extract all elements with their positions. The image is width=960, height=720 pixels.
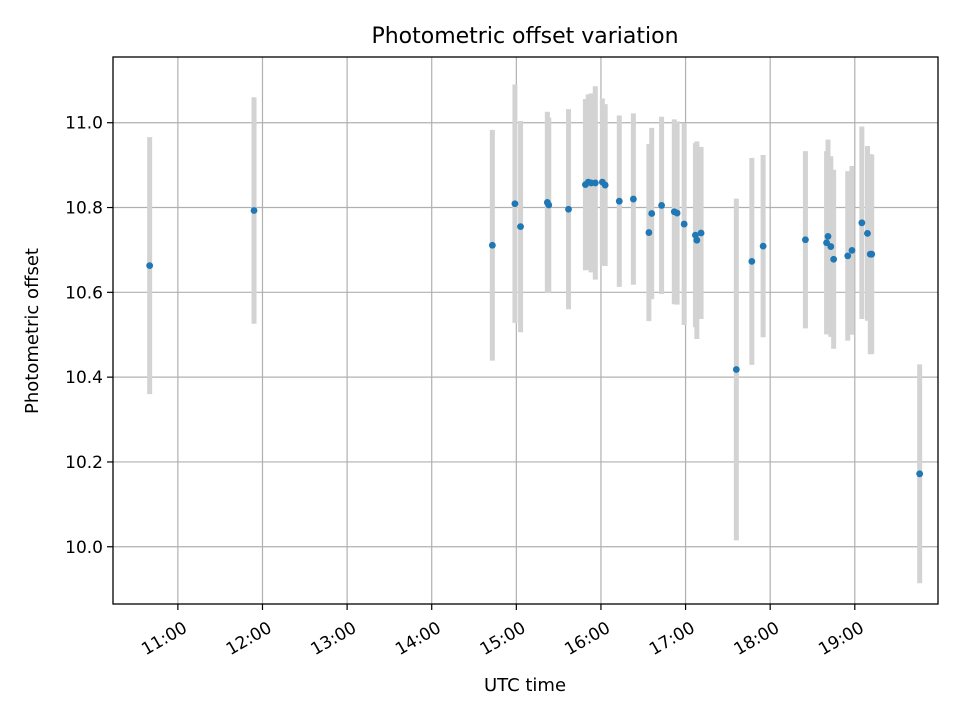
y-tick-label: 10.6 (65, 283, 103, 303)
data-point (802, 236, 809, 244)
y-tick-label: 11.0 (65, 114, 103, 134)
x-tick-label: 13:00 (308, 618, 360, 660)
data-point (858, 219, 866, 227)
errorbar-layer (147, 84, 923, 584)
data-point (591, 179, 599, 187)
data-point (697, 229, 705, 237)
tick-layer: 11:00 12:00 13:00 14:00 15:00 16:00 17:00 18:00… (65, 114, 868, 660)
x-tick-label: 19:00 (815, 618, 867, 660)
x-tick-label: 11:00 (138, 618, 190, 660)
data-point (601, 181, 609, 189)
data-point (916, 470, 924, 478)
data-point (488, 241, 496, 249)
x-tick-label: 18:00 (731, 618, 783, 660)
data-point (673, 209, 681, 217)
data-point (517, 223, 524, 231)
data-point (692, 231, 699, 239)
data-point (732, 366, 740, 373)
point-layer (146, 178, 924, 478)
y-tick-label: 10.0 (65, 538, 103, 558)
grid-layer (113, 57, 938, 604)
y-tick-label: 10.8 (65, 199, 103, 219)
y-tick-label: 10.4 (65, 368, 103, 388)
x-tick-label: 16:00 (561, 618, 613, 660)
data-point (848, 246, 856, 254)
x-tick-label: 14:00 (392, 618, 444, 660)
data-point (748, 257, 756, 265)
data-point (146, 262, 154, 270)
data-point (645, 229, 653, 236)
data-point (648, 210, 656, 217)
x-tick-label: 15:00 (477, 618, 529, 660)
chart-title: Photometric offset variation (371, 24, 678, 49)
plot-frame (112, 56, 939, 605)
data-point (680, 220, 688, 228)
data-point (868, 250, 876, 258)
y-axis-label: Photometric offset (22, 248, 43, 414)
data-point (565, 205, 572, 213)
data-point (827, 243, 835, 250)
data-point (250, 207, 258, 214)
x-axis-label: UTC time (484, 675, 566, 696)
data-point (511, 200, 519, 208)
x-tick-label: 12:00 (223, 618, 275, 660)
data-point (844, 252, 852, 260)
data-point (759, 242, 767, 250)
data-point (830, 255, 838, 263)
data-point (824, 232, 832, 240)
data-point (864, 229, 871, 237)
y-tick-label: 10.2 (65, 453, 103, 473)
data-point (545, 201, 553, 209)
x-tick-label: 17:00 (646, 618, 698, 660)
data-point (629, 195, 637, 203)
data-point (658, 202, 665, 209)
data-point (615, 197, 623, 205)
data-point (693, 236, 701, 244)
